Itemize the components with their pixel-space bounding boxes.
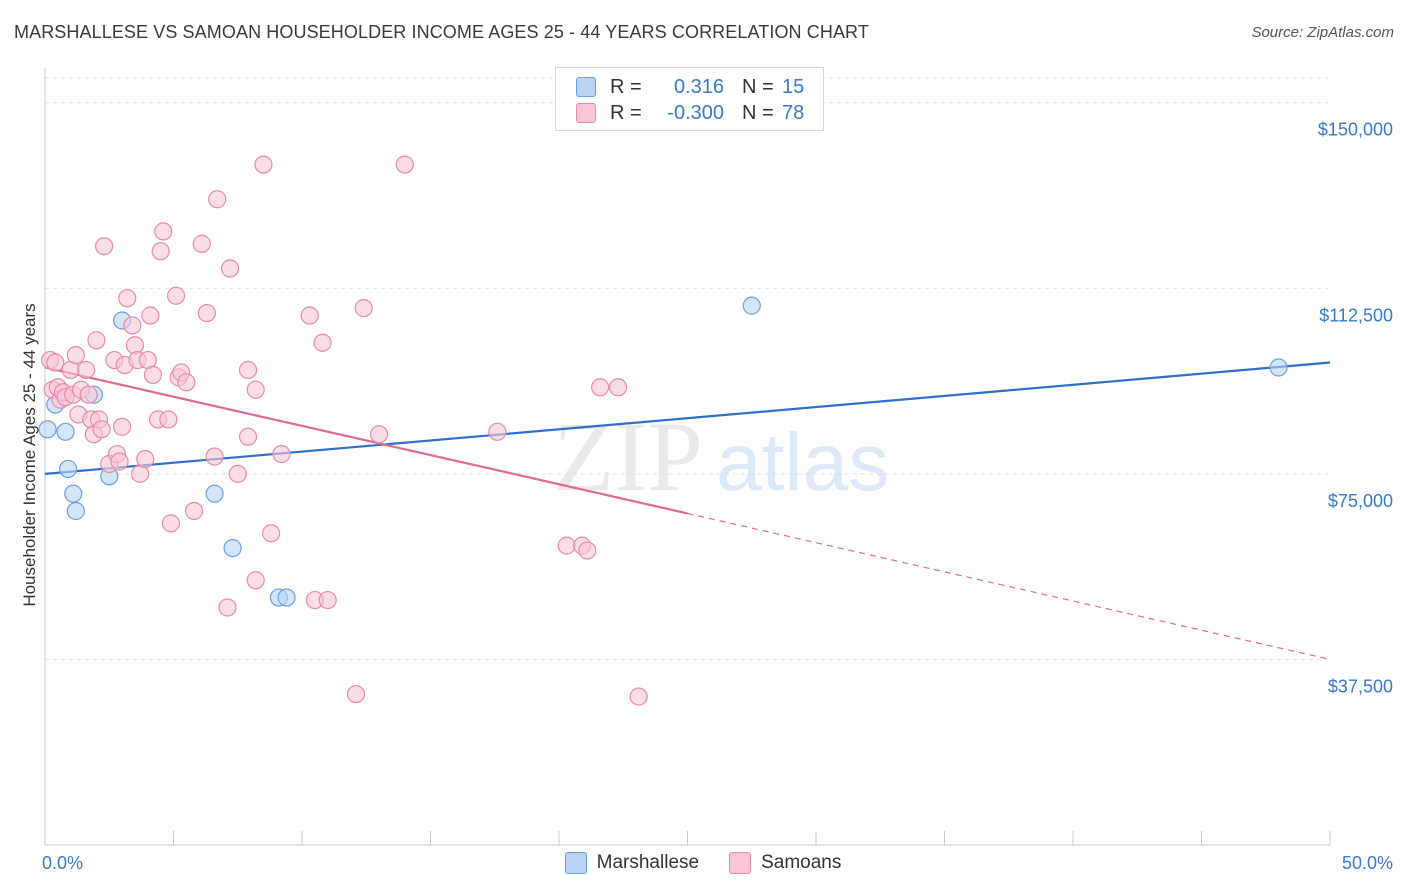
samoan-point: [395, 155, 414, 174]
r-value: 0.316: [673, 75, 724, 98]
samoan-trend-line-extension: [687, 512, 1331, 661]
source-label: Source: ZipAtlas.com: [1251, 24, 1394, 41]
samoan-point: [79, 385, 98, 404]
marshallese-point: [59, 459, 78, 479]
y-tick-label: $150,000: [1318, 120, 1393, 140]
legend-label: Samoans: [761, 852, 842, 873]
samoan-point: [578, 541, 597, 560]
samoan-point: [272, 444, 291, 464]
y-tick-label: $112,500: [1319, 305, 1393, 325]
y-tick-label: $75,000: [1328, 491, 1393, 511]
samoan-point: [262, 524, 281, 543]
data-points: [38, 155, 1288, 706]
samoan-point: [220, 259, 240, 278]
samoan-point: [125, 336, 145, 355]
marshallese-point: [38, 420, 57, 439]
marshallese-point: [66, 501, 85, 521]
r-value: -0.300: [667, 101, 724, 124]
samoan-point: [354, 299, 373, 318]
samoan-point: [370, 425, 389, 444]
n-value: 78: [782, 101, 805, 124]
samoan-point: [95, 237, 114, 256]
samoan-point: [159, 410, 178, 429]
samoan-point: [228, 464, 247, 483]
samoan-point: [205, 447, 224, 466]
samoan-point: [123, 316, 142, 335]
stats-row-marshallese: R = 0.316 N = 15: [576, 75, 804, 99]
watermark: ZIP atlas: [553, 401, 889, 512]
y-tick-label: $37,500: [1328, 676, 1393, 696]
samoan-point: [218, 598, 237, 617]
samoan-point: [141, 306, 160, 325]
stats-legend: R = 0.316 N = 15 R = -0.300 N = 78: [555, 67, 824, 131]
samoan-point: [629, 687, 648, 706]
r-label: R =: [610, 75, 642, 98]
marshallese-point: [742, 296, 761, 315]
marshallese-swatch: [576, 77, 596, 97]
samoan-point: [161, 514, 181, 533]
samoan-point: [238, 360, 258, 380]
marshallese-point: [205, 484, 224, 503]
samoan-point: [143, 365, 163, 385]
samoan-point: [177, 373, 196, 392]
samoan-point: [557, 536, 576, 555]
samoan-point: [118, 289, 137, 308]
watermark-atlas: atlas: [716, 417, 889, 508]
marshallese-point: [56, 422, 75, 441]
marshallese-point: [1269, 358, 1288, 377]
samoan-point: [300, 306, 319, 325]
samoan-point: [112, 417, 132, 436]
tick-labels: $37,500 $75,000 $112,500 $150,000 0.0% 50.0%: [42, 120, 1393, 873]
n-label: N =: [742, 101, 774, 124]
samoan-point: [110, 452, 129, 471]
legend-item-samoans[interactable]: Samoans: [729, 852, 841, 874]
n-label: N =: [742, 75, 774, 98]
samoan-swatch: [576, 103, 596, 123]
samoan-swatch: [729, 852, 752, 874]
samoan-point: [197, 303, 217, 323]
samoan-point: [66, 346, 85, 365]
samoan-point: [92, 420, 111, 439]
samoan-point: [246, 571, 265, 590]
axes: [44, 68, 1331, 846]
r-label: R =: [610, 101, 642, 124]
samoan-point: [254, 155, 273, 174]
samoan-point: [184, 501, 204, 521]
samoan-point: [77, 360, 96, 380]
grid-lines: [45, 77, 1330, 660]
samoan-point: [136, 449, 155, 469]
marshallese-point: [223, 538, 242, 558]
series-legend: Marshallese Samoans: [0, 852, 1406, 874]
samoan-point: [87, 331, 106, 350]
samoan-point: [166, 286, 186, 305]
x-tick-label-left: 0.0%: [42, 853, 83, 873]
watermark-zip: ZIP: [553, 401, 703, 512]
trend-lines: [44, 361, 1331, 661]
legend-item-marshallese[interactable]: Marshallese: [564, 852, 700, 874]
samoan-point: [609, 378, 628, 397]
x-tick-label-right: 50.0%: [1342, 853, 1393, 873]
samoan-trend-line: [44, 366, 688, 515]
samoan-point: [488, 422, 507, 441]
n-value: 15: [782, 75, 805, 98]
samoan-point: [318, 590, 337, 610]
chart-title: MARSHALLESE VS SAMOAN HOUSEHOLDER INCOME…: [14, 22, 869, 42]
stats-row-samoans: R = -0.300 N = 78: [576, 101, 804, 125]
samoan-point: [192, 234, 211, 253]
legend-label: Marshallese: [596, 852, 700, 873]
samoan-point: [591, 378, 610, 397]
marshallese-swatch: [564, 852, 587, 874]
samoan-point: [346, 684, 366, 704]
samoan-point: [208, 190, 227, 209]
marshallese-point: [277, 588, 296, 607]
marshallese-trend-line: [44, 361, 1331, 475]
samoan-point: [151, 242, 170, 261]
marshallese-point: [64, 484, 83, 503]
samoan-point: [238, 427, 258, 446]
samoan-point: [46, 353, 65, 372]
samoan-point: [313, 333, 332, 352]
samoan-point: [154, 222, 173, 241]
samoan-point: [246, 380, 265, 399]
